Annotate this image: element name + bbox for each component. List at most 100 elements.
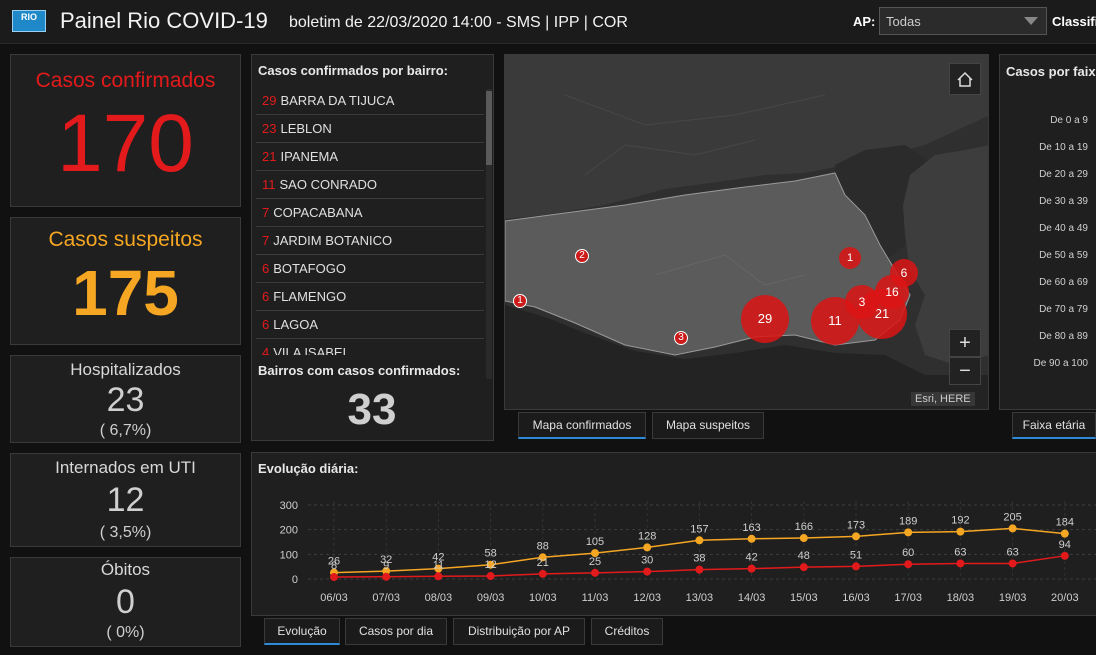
app-title: Painel Rio COVID-19	[60, 8, 268, 33]
map-marker[interactable]: 6	[890, 259, 918, 287]
list-item-count: 6	[262, 289, 270, 304]
y-tick-label: 0	[292, 574, 298, 586]
map-marker[interactable]: 1	[513, 294, 527, 308]
deaths-panel: Óbitos 0 ( 0%)	[10, 557, 241, 647]
tab-casos-por-dia[interactable]: Casos por dia	[345, 618, 447, 645]
data-label: 8	[331, 560, 337, 572]
home-icon	[957, 71, 973, 87]
map-marker-label: 3	[678, 332, 684, 343]
map-marker-label: 21	[874, 306, 890, 321]
x-tick-label: 16/03	[842, 592, 870, 604]
list-item[interactable]: 4 VILA ISABEL	[256, 339, 484, 355]
list-item-name: LAGOA	[273, 317, 319, 332]
icu-percent: ( 3,5%)	[99, 524, 152, 541]
list-item[interactable]: 7 JARDIM BOTANICO	[256, 227, 484, 255]
suspected-cases-panel: Casos suspeitos 175	[10, 217, 241, 345]
data-label: 9	[383, 560, 389, 572]
tab-faixa-etaria[interactable]: Faixa etária	[1012, 412, 1096, 439]
chevron-down-icon	[1024, 17, 1038, 25]
list-item-count: 4	[262, 345, 270, 355]
tab-creditos[interactable]: Créditos	[591, 618, 663, 645]
hospitalized-percent: ( 6,7%)	[99, 422, 152, 439]
suspected-cases-value: 175	[72, 257, 179, 329]
list-item[interactable]: 6 BOTAFOGO	[256, 255, 484, 283]
list-item-name: FLAMENGO	[273, 289, 347, 304]
data-label: 163	[742, 522, 760, 534]
list-item[interactable]: 7 COPACABANA	[256, 199, 484, 227]
ap-filter-value: Todas	[886, 14, 921, 29]
bulletin-subtitle: boletim de 22/03/2020 14:00 - SMS | IPP …	[289, 14, 628, 31]
data-point	[382, 567, 391, 576]
evolution-chart: 0 100 200 300 06/03 07/03 08/03 09/03 10/03 11/03…	[280, 500, 1096, 604]
age-group-label: De 20 a 29	[1039, 169, 1088, 180]
x-tick-label: 07/03	[372, 592, 400, 604]
list-item[interactable]: 6 FLAMENGO	[256, 283, 484, 311]
data-label: 63	[1006, 546, 1018, 558]
map-marker[interactable]: 2	[575, 249, 589, 263]
data-point	[643, 543, 652, 552]
age-group-label: De 70 a 79	[1039, 304, 1088, 315]
data-label: 51	[850, 549, 862, 561]
map-marker[interactable]: 3	[674, 331, 688, 345]
map-marker[interactable]: 1	[839, 247, 861, 269]
data-label: 58	[484, 548, 496, 560]
icu-label: Internados em UTI	[55, 458, 196, 477]
hospitalized-value: 23	[106, 381, 145, 419]
data-label: 21	[537, 557, 549, 569]
hospitalized-panel: Hospitalizados 23 ( 6,7%)	[10, 355, 241, 443]
tab-evolucao[interactable]: Evolução	[264, 618, 340, 645]
data-point	[904, 560, 913, 569]
data-label: 60	[902, 547, 914, 559]
data-label: 25	[589, 556, 601, 568]
map-marker-label: 3	[858, 295, 866, 309]
zoom-in-button[interactable]: +	[949, 329, 981, 357]
x-tick-label: 11/03	[582, 592, 609, 604]
age-group-label: De 10 a 19	[1039, 142, 1088, 153]
age-group-label: De 40 a 49	[1039, 223, 1088, 234]
data-point	[486, 572, 495, 581]
list-item[interactable]: 21 IPANEMA	[256, 143, 484, 171]
x-tick-label: 15/03	[790, 592, 818, 604]
x-tick-label: 19/03	[999, 592, 1027, 604]
list-item[interactable]: 29 BARRA DA TIJUCA	[256, 87, 484, 115]
deaths-label: Óbitos	[100, 560, 151, 579]
data-point	[434, 572, 443, 581]
data-label: 189	[899, 515, 917, 527]
tab-distribuicao-por-ap[interactable]: Distribuição por AP	[453, 618, 585, 645]
list-item[interactable]: 11 SAO CONRADO	[256, 171, 484, 199]
map-marker-label: 1	[846, 252, 854, 264]
neighborhood-list-panel: Casos confirmados por bairro: 29 BARRA DA…	[251, 54, 494, 441]
map-marker-label: 16	[885, 285, 899, 299]
ap-filter-label: AP:	[853, 14, 876, 29]
list-item[interactable]: 23 LEBLON	[256, 115, 484, 143]
home-button[interactable]	[949, 63, 981, 95]
list-scrollbar-thumb[interactable]	[486, 91, 492, 165]
data-label: 48	[798, 550, 810, 562]
data-point	[538, 553, 547, 562]
data-point	[799, 563, 808, 572]
data-point	[434, 564, 443, 573]
age-group-label: De 30 a 39	[1039, 196, 1088, 207]
ap-filter-select[interactable]: Todas	[879, 7, 1047, 35]
x-tick-label: 20/03	[1051, 592, 1079, 604]
x-tick-label: 14/03	[738, 592, 766, 604]
neighborhood-list[interactable]: 29 BARRA DA TIJUCA 23 LEBLON 21 IPANEMA 11 S…	[252, 87, 492, 355]
y-tick-label: 300	[280, 500, 298, 512]
hospitalized-label: Hospitalizados	[70, 360, 181, 379]
list-item-name: SAO CONRADO	[279, 177, 378, 192]
map-marker[interactable]: 3	[845, 285, 879, 319]
data-point	[695, 536, 704, 545]
list-item-count: 29	[262, 93, 277, 108]
list-item-count: 7	[262, 233, 270, 248]
data-point	[904, 528, 913, 537]
list-item[interactable]: 6 LAGOA	[256, 311, 484, 339]
x-tick-label: 13/03	[686, 592, 714, 604]
zoom-out-button[interactable]: −	[949, 357, 981, 385]
list-item-name: COPACABANA	[273, 205, 363, 220]
tab-mapa-confirmados[interactable]: Mapa confirmados	[518, 412, 646, 439]
map-marker[interactable]: 29	[741, 295, 789, 343]
map-view[interactable]: 29 11 21 3 16 6 1 2 3 1 + − Esri, HERE	[504, 54, 989, 410]
tab-mapa-suspeitos[interactable]: Mapa suspeitos	[652, 412, 764, 439]
confirmed-cases-label: Casos confirmados	[35, 69, 216, 92]
list-scrollbar[interactable]	[486, 89, 492, 379]
